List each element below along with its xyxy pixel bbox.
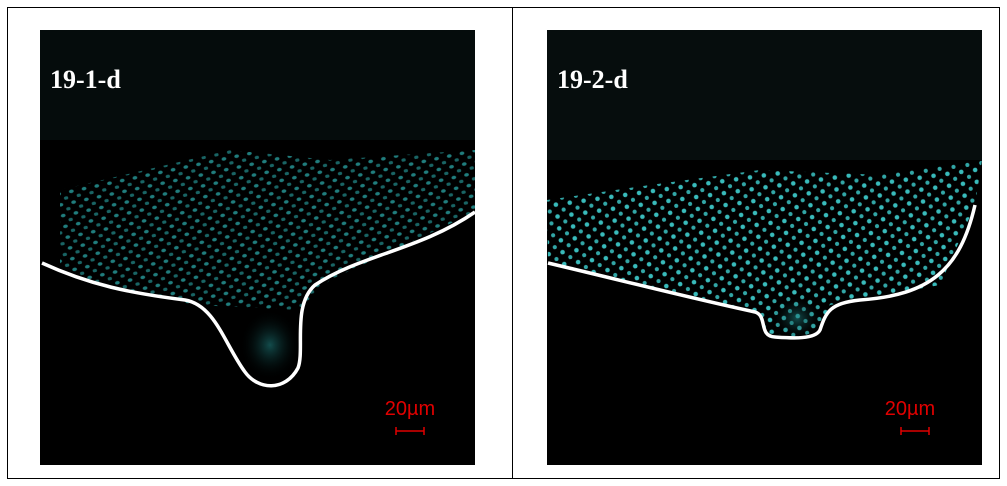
scale-label: 20µm <box>385 398 435 420</box>
scale-label: 20µm <box>885 398 935 420</box>
figure-page: 19-1-d 20µm 19-2-d 20µm <box>0 0 1007 486</box>
panel-label: 19-2-d <box>557 65 628 94</box>
figure-table: 19-1-d 20µm 19-2-d 20µm <box>0 0 1007 486</box>
panel-label: 19-1-d <box>50 65 121 94</box>
